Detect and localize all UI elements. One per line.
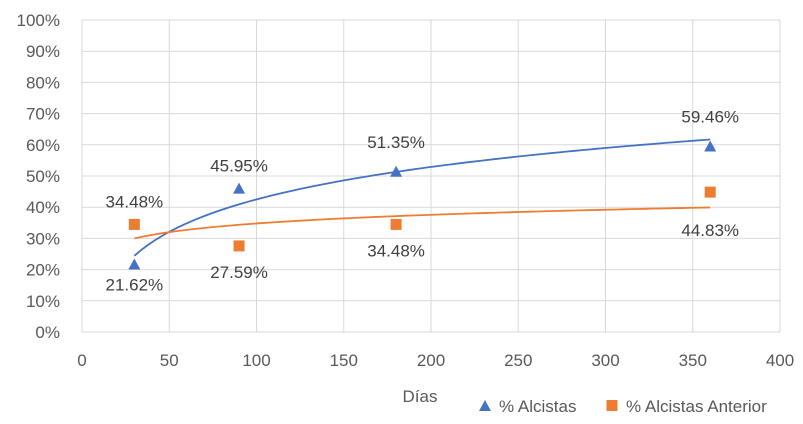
data-label: 59.46% [681, 107, 739, 126]
legend-square-icon [606, 400, 618, 411]
axes: 0% 10% 20% 30% 40% 50% 60% 70% 80% 90% 100% 0 50 100 1… [17, 11, 795, 370]
x-tick-label: 0 [77, 351, 86, 370]
y-tick-label: 90% [26, 42, 60, 61]
trendline-alcistas [133, 138, 711, 257]
x-axis-title: Días [403, 387, 438, 406]
square-point [233, 240, 245, 252]
square-point [128, 218, 140, 230]
x-tick-label: 200 [417, 351, 445, 370]
triangle-point [704, 140, 717, 152]
trendlines [133, 138, 711, 257]
data-label: 51.35% [367, 133, 425, 152]
x-tick-label: 50 [160, 351, 179, 370]
x-tick-label: 350 [679, 351, 707, 370]
gridlines [81, 19, 781, 333]
y-tick-label: 80% [26, 73, 60, 92]
square-point [704, 186, 716, 198]
data-label: 44.83% [681, 221, 739, 240]
x-tick-label: 100 [242, 351, 270, 370]
y-tick-label: 40% [26, 198, 60, 217]
data-label: 34.48% [367, 241, 425, 260]
y-tick-label: 100% [17, 11, 60, 30]
y-tick-label: 0% [35, 323, 60, 342]
data-labels: 21.62% 45.95% 51.35% 59.46% 34.48% 27.59% 34.4… [106, 107, 740, 294]
square-point [390, 218, 402, 230]
triangle-point [233, 182, 246, 194]
y-tick-label: 20% [26, 261, 60, 280]
data-label: 34.48% [106, 192, 164, 211]
x-tick-label: 400 [766, 351, 794, 370]
data-label: 21.62% [106, 276, 164, 295]
legend-triangle-icon [479, 400, 491, 411]
x-tick-label: 250 [504, 351, 532, 370]
x-tick-label: 300 [591, 351, 619, 370]
data-label: 27.59% [210, 263, 268, 282]
triangle-point [390, 165, 403, 177]
trendline-alcistas-anterior [134, 206, 711, 240]
x-tick-label: 150 [330, 351, 358, 370]
legend: % Alcistas % Alcistas Anterior [479, 397, 767, 416]
legend-label: % Alcistas Anterior [626, 397, 767, 416]
triangle-point [128, 258, 141, 270]
legend-label: % Alcistas [499, 397, 576, 416]
y-tick-label: 60% [26, 136, 60, 155]
y-tick-label: 30% [26, 229, 60, 248]
y-tick-label: 50% [26, 167, 60, 186]
y-tick-label: 70% [26, 105, 60, 124]
data-label: 45.95% [210, 157, 268, 176]
y-tick-label: 10% [26, 292, 60, 311]
data-points [128, 140, 717, 270]
